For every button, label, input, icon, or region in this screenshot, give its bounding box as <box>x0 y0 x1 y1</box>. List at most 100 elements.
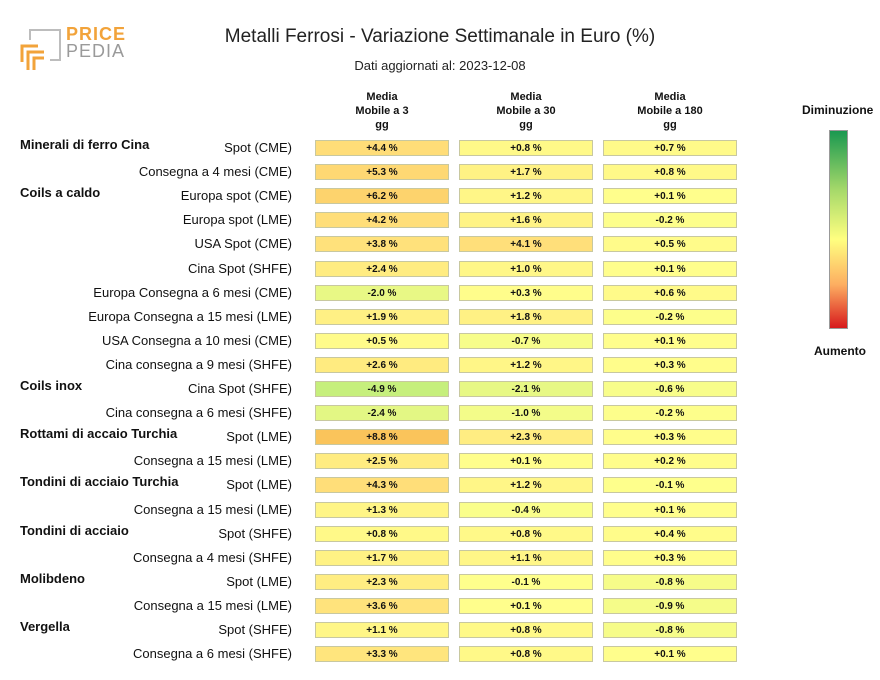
legend-color-bar <box>829 130 848 329</box>
row-label: Consegna a 4 mesi (SHFE) <box>133 549 292 565</box>
row-label: Consegna a 6 mesi (SHFE) <box>133 646 292 662</box>
row-label: Consegna a 15 mesi (LME) <box>133 501 292 517</box>
row-label: Cina consegna a 6 mesi (SHFE) <box>105 405 292 421</box>
heatmap-cell: -0.6 % <box>603 381 737 397</box>
heatmap-cell: -4.9 % <box>315 381 449 397</box>
chart-title: Metalli Ferrosi - Variazione Settimanale… <box>224 26 656 47</box>
row-label: Cina Spot (SHFE) <box>187 381 292 396</box>
heatmap-cell: -0.2 % <box>603 405 737 422</box>
group-label: Rottami di accaio Turchia <box>20 426 178 442</box>
heatmap-cell: +0.4 % <box>603 525 737 542</box>
heatmap-cell: +0.8 % <box>459 622 593 638</box>
row-label: Cina consegna a 9 mesi (SHFE) <box>105 356 292 372</box>
row-label: Consegna a 4 mesi (CME) <box>138 164 292 180</box>
legend-bottom-label: Aumento <box>814 344 866 358</box>
chart-subtitle: Dati aggiornati al: 2023-12-08 <box>354 58 526 73</box>
heatmap-cell: +0.3 % <box>603 356 737 373</box>
row-label: Consegna a 15 mesi (LME) <box>133 453 292 469</box>
heatmap-cell: +0.5 % <box>603 236 737 253</box>
row-label: Spot (CME) <box>224 140 292 155</box>
row-label: Consegna a 15 mesi (LME) <box>133 597 292 613</box>
legend-top-label: Diminuzione <box>802 103 874 117</box>
heatmap-cell: +0.3 % <box>459 284 593 301</box>
group-label: Vergella <box>20 619 70 634</box>
heatmap-cell: +3.6 % <box>315 597 449 614</box>
heatmap-cell: +4.4 % <box>315 140 449 156</box>
heatmap-cell: +1.0 % <box>459 260 593 277</box>
heatmap-cell: +0.8 % <box>459 140 593 156</box>
group-label: Tondini di acciaio <box>20 522 129 538</box>
group-label: Coils inox <box>20 378 83 393</box>
heatmap-cell: +0.8 % <box>459 525 593 542</box>
column-header: Media Mobile a 30 gg <box>496 91 556 131</box>
heatmap-cell: -2.4 % <box>315 405 449 422</box>
group-label: Coils a caldo <box>20 185 101 201</box>
logo-price-text: PRICE <box>66 24 127 44</box>
heatmap-cell: +1.1 % <box>459 549 593 566</box>
logo-pedia-text: PEDIA <box>66 41 126 61</box>
pricepedia-logo: PRICE PEDIA <box>20 24 130 74</box>
group-label: Minerali di ferro Cina <box>20 137 150 152</box>
heatmap-cell: +0.1 % <box>459 597 593 614</box>
heatmap-cell: +0.1 % <box>603 260 737 277</box>
heatmap-cell: +0.1 % <box>603 332 737 349</box>
heatmap-cell: -2.1 % <box>459 381 593 397</box>
heatmap-cell: +4.3 % <box>315 477 449 494</box>
heatmap-cell: -2.0 % <box>315 284 449 301</box>
row-label: USA Spot (CME) <box>194 236 292 252</box>
heatmap-cell: +0.1 % <box>603 188 737 205</box>
heatmap-cell: -0.2 % <box>603 212 737 229</box>
heatmap-cell: +0.6 % <box>603 284 737 301</box>
row-label: Europa spot (LME) <box>182 212 292 228</box>
row-label: USA Consegna a 10 mesi (CME) <box>101 332 292 348</box>
heatmap-cell: -0.1 % <box>603 477 737 494</box>
heatmap-cell: +2.4 % <box>315 260 449 277</box>
heatmap-cell: +1.2 % <box>459 188 593 205</box>
heatmap-cell: -0.8 % <box>603 622 737 638</box>
heatmap-cell: +0.2 % <box>603 453 737 470</box>
heatmap-cell: +1.9 % <box>315 308 449 325</box>
column-header: Media Mobile a 180 gg <box>637 91 703 131</box>
row-label: Europa Consegna a 6 mesi (CME) <box>93 284 292 300</box>
logo-text: PRICE PEDIA <box>66 24 127 61</box>
heatmap-cell: +1.2 % <box>459 477 593 494</box>
heatmap-cell: +0.8 % <box>459 646 593 663</box>
heatmap-cell: +2.6 % <box>315 356 449 373</box>
heatmap-cell: +8.8 % <box>315 429 449 446</box>
heatmap-cell: +1.8 % <box>459 308 593 325</box>
heatmap-cell: +2.3 % <box>459 429 593 446</box>
column-header: Media Mobile a 3 gg <box>355 91 409 131</box>
heatmap-cell: +0.5 % <box>315 332 449 349</box>
heatmap-cell: +0.7 % <box>603 140 737 156</box>
row-label: Spot (LME) <box>226 477 292 493</box>
heatmap-cell: +0.1 % <box>459 453 593 470</box>
group-label: Molibdeno <box>20 570 85 586</box>
heatmap-cell: +6.2 % <box>315 188 449 205</box>
row-label: Spot (LME) <box>226 429 292 445</box>
heatmap-cell: +4.1 % <box>459 236 593 253</box>
heatmap-cell: +1.1 % <box>315 622 449 638</box>
heatmap-cell: +1.6 % <box>459 212 593 229</box>
row-label: Europa Consegna a 15 mesi (LME) <box>88 308 292 324</box>
heatmap-cell: +2.3 % <box>315 573 449 590</box>
heatmap-cell: +1.2 % <box>459 356 593 373</box>
heatmap-cell: -1.0 % <box>459 405 593 422</box>
heatmap-cell: +0.3 % <box>603 549 737 566</box>
heatmap-cell: +1.7 % <box>459 164 593 181</box>
heatmap-cell: -0.9 % <box>603 597 737 614</box>
heatmap-cell: +1.3 % <box>315 501 449 518</box>
heatmap-cell: -0.4 % <box>459 501 593 518</box>
row-label: Spot (SHFE) <box>218 525 292 541</box>
heatmap-cell: +3.3 % <box>315 646 449 663</box>
heatmap-cell: +5.3 % <box>315 164 449 181</box>
row-label: Cina Spot (SHFE) <box>187 260 292 276</box>
heatmap-cell: -0.2 % <box>603 308 737 325</box>
heatmap-cell: -0.7 % <box>459 332 593 349</box>
heatmap-cell: +0.1 % <box>603 501 737 518</box>
heatmap-cell: -0.1 % <box>459 573 593 590</box>
logo-mark-icon <box>20 29 61 70</box>
heatmap-cell: -0.8 % <box>603 573 737 590</box>
heatmap-cell: +0.8 % <box>315 525 449 542</box>
heatmap-cell: +2.5 % <box>315 453 449 470</box>
row-label: Spot (SHFE) <box>218 622 292 637</box>
